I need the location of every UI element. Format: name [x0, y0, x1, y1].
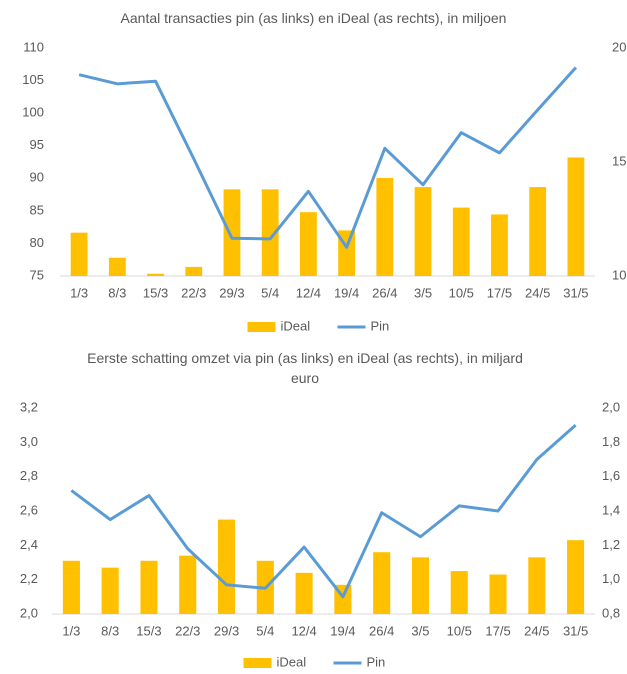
- bar: [376, 177, 394, 276]
- x-tick-label: 1/3: [70, 285, 88, 300]
- x-tick-label: 29/3: [219, 285, 244, 300]
- x-tick-label: 15/3: [136, 623, 161, 638]
- bar: [452, 207, 470, 276]
- x-tick-label: 3/5: [411, 623, 429, 638]
- bar: [218, 519, 236, 614]
- bar: [411, 557, 429, 614]
- x-tick-label: 17/5: [487, 285, 512, 300]
- x-tick-label: 29/3: [214, 623, 239, 638]
- line: [78, 66, 578, 249]
- bar: [295, 572, 313, 614]
- x-tick-label: 5/4: [261, 285, 279, 300]
- line: [70, 424, 577, 599]
- y-tick-label: 0,8: [602, 605, 620, 620]
- bar: [373, 552, 391, 614]
- x-tick-label: 31/5: [563, 623, 588, 638]
- bar: [528, 557, 546, 614]
- y-tick-label: 15: [612, 153, 626, 168]
- x-tick-label: 26/4: [369, 623, 394, 638]
- chart-title: Eerste schatting omzet via pin (as links…: [87, 350, 523, 386]
- y-tick-label: 1,4: [602, 502, 620, 517]
- x-tick-label: 1/3: [62, 623, 80, 638]
- bar: [147, 273, 164, 276]
- bar: [108, 257, 126, 276]
- bar: [70, 232, 88, 276]
- y-tick-label: 75: [30, 267, 44, 282]
- y-tick-label: 100: [22, 105, 44, 120]
- x-tick-label: 24/5: [524, 623, 549, 638]
- y-tick-label: 95: [30, 137, 44, 152]
- y-tick-label: 90: [30, 170, 44, 185]
- y-tick-label: 2,6: [20, 502, 38, 517]
- y-tick-label: 85: [30, 202, 44, 217]
- bar: [299, 212, 317, 276]
- x-tick-label: 19/4: [330, 623, 355, 638]
- bar: [101, 567, 119, 614]
- x-tick-label: 5/4: [256, 623, 274, 638]
- y-tick-label: 2,8: [20, 468, 38, 483]
- bar: [223, 189, 241, 276]
- bar: [489, 574, 507, 614]
- legend-swatch: [247, 322, 276, 332]
- x-tick-label: 26/4: [372, 285, 397, 300]
- y-tick-label: 20: [612, 39, 626, 54]
- x-tick-label: 19/4: [334, 285, 359, 300]
- chart-title: Aantal transacties pin (as links) en iDe…: [120, 10, 507, 26]
- bar: [62, 560, 80, 614]
- bar: [529, 187, 547, 276]
- y-tick-label: 110: [23, 39, 44, 54]
- y-tick-label: 1,0: [602, 571, 620, 586]
- bar: [450, 571, 468, 614]
- bar: [567, 540, 585, 614]
- y-tick-label: 3,0: [20, 434, 38, 449]
- x-tick-label: 10/5: [447, 623, 472, 638]
- y-tick-label: 2,2: [20, 571, 38, 586]
- y-tick-label: 1,8: [602, 434, 620, 449]
- x-tick-label: 17/5: [485, 623, 510, 638]
- bar: [261, 189, 279, 276]
- legend-label: Pin: [371, 318, 390, 333]
- legend-label: iDeal: [277, 654, 307, 669]
- bar: [179, 555, 197, 614]
- y-tick-label: 80: [30, 235, 44, 250]
- y-tick-label: 2,4: [20, 537, 38, 552]
- y-tick-label: 1,6: [602, 468, 620, 483]
- legend-swatch: [243, 658, 272, 668]
- x-tick-label: 22/3: [181, 285, 206, 300]
- x-tick-label: 12/4: [291, 623, 316, 638]
- x-tick-label: 8/3: [101, 623, 119, 638]
- legend-label: Pin: [367, 654, 386, 669]
- y-tick-label: 105: [22, 72, 44, 87]
- bar: [140, 560, 158, 614]
- bar: [567, 157, 585, 276]
- legend-label: iDeal: [281, 318, 311, 333]
- y-tick-label: 10: [612, 267, 626, 282]
- x-tick-label: 22/3: [175, 623, 200, 638]
- x-tick-label: 3/5: [414, 285, 432, 300]
- x-tick-label: 15/3: [143, 285, 168, 300]
- y-tick-label: 3,2: [20, 399, 38, 414]
- x-tick-label: 10/5: [449, 285, 474, 300]
- x-tick-label: 8/3: [108, 285, 126, 300]
- x-tick-label: 12/4: [296, 285, 321, 300]
- y-tick-label: 1,2: [602, 537, 620, 552]
- x-tick-label: 31/5: [563, 285, 588, 300]
- y-tick-label: 2,0: [602, 399, 620, 414]
- bar: [185, 266, 203, 276]
- x-tick-label: 24/5: [525, 285, 550, 300]
- bar: [414, 187, 432, 276]
- y-tick-label: 2,0: [20, 605, 38, 620]
- bar: [491, 214, 508, 276]
